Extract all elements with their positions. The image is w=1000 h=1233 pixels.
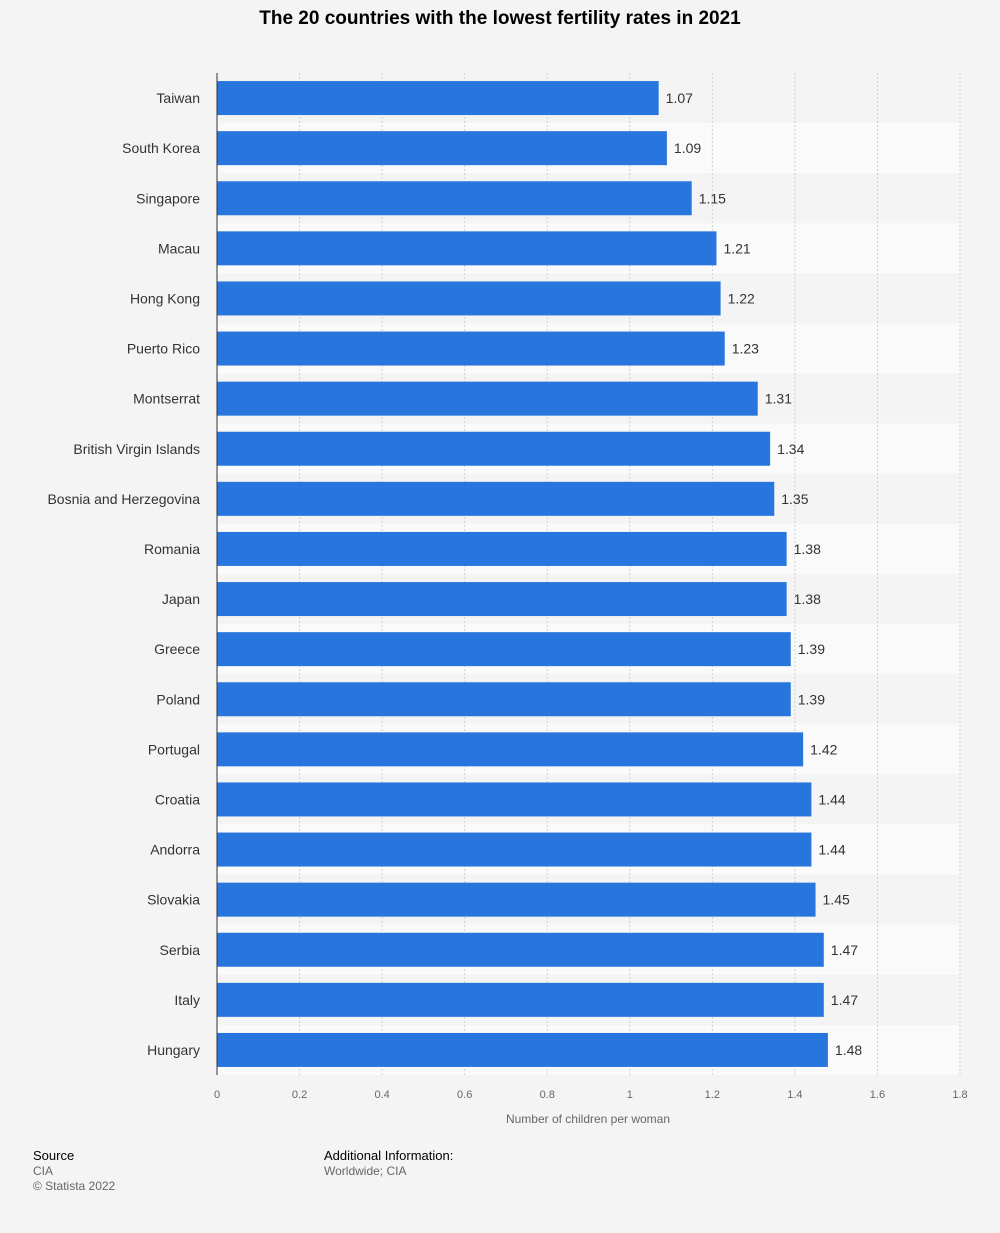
value-labels: 1.07 1.09 1.15 1.21 1.22 1.23 1.31 1.34 1.35 1.38…: [666, 90, 863, 1058]
category-label: Italy: [174, 992, 200, 1008]
category-label: Singapore: [136, 190, 200, 206]
bar: [217, 531, 787, 566]
bar: [217, 882, 816, 917]
chart-title: The 20 countries with the lowest fertili…: [259, 8, 741, 29]
bar: [217, 1032, 828, 1067]
value-label: 1.39: [798, 691, 825, 707]
bar: [217, 181, 692, 216]
category-label: Japan: [162, 591, 200, 607]
value-label: 1.07: [666, 90, 693, 106]
x-tick-label: 1.4: [787, 1089, 802, 1101]
bar: [217, 582, 787, 617]
category-label: Montserrat: [133, 391, 200, 407]
value-label: 1.44: [818, 842, 845, 858]
category-label: Macau: [158, 240, 200, 256]
category-labels: Taiwan South Korea Singapore Macau Hong Kong…: [47, 90, 200, 1058]
copyright: © Statista 2022: [33, 1179, 116, 1193]
bar: [217, 632, 791, 667]
value-label: 1.38: [794, 591, 821, 607]
value-label: 1.38: [794, 541, 821, 557]
additional-info-text: Worldwide; CIA: [324, 1164, 407, 1178]
bar: [217, 281, 721, 316]
bars: [217, 81, 828, 1067]
additional-info-block: Additional Information: Worldwide; CIA: [324, 1148, 453, 1178]
x-tick-label: 1: [627, 1089, 633, 1101]
category-label: Portugal: [148, 741, 200, 757]
value-label: 1.39: [798, 641, 825, 657]
bar: [217, 131, 667, 166]
category-label: Serbia: [160, 942, 201, 958]
bar: [217, 231, 717, 266]
source-name[interactable]: CIA: [33, 1164, 54, 1178]
x-tick-label: 1.6: [870, 1089, 885, 1101]
bar: [217, 381, 758, 416]
row-bands: [217, 73, 960, 1075]
value-label: 1.48: [835, 1042, 862, 1058]
value-label: 1.35: [781, 491, 808, 507]
bar-chart: Taiwan South Korea Singapore Macau Hong Kong…: [47, 73, 968, 1126]
x-tick-labels: 0 0.2 0.4 0.6 0.8 1 1.2 1.4 1.6 1.8: [214, 1089, 968, 1101]
value-label: 1.09: [674, 140, 701, 156]
category-label: British Virgin Islands: [73, 441, 200, 457]
category-label: Bosnia and Herzegovina: [47, 491, 200, 507]
category-label: Greece: [154, 641, 200, 657]
x-tick-label: 0.2: [292, 1089, 307, 1101]
value-label: 1.31: [765, 391, 792, 407]
category-label: South Korea: [122, 140, 200, 156]
value-label: 1.34: [777, 441, 804, 457]
value-label: 1.42: [810, 741, 837, 757]
value-label: 1.47: [831, 992, 858, 1008]
x-tick-label: 0.4: [374, 1089, 389, 1101]
value-label: 1.45: [823, 892, 850, 908]
bar: [217, 932, 824, 967]
category-label: Poland: [156, 691, 200, 707]
bar: [217, 331, 725, 366]
category-label: Croatia: [155, 791, 200, 807]
bar: [217, 682, 791, 717]
bar: [217, 81, 659, 116]
x-tick-label: 0: [214, 1089, 220, 1101]
value-label: 1.47: [831, 942, 858, 958]
value-label: 1.21: [723, 240, 750, 256]
x-tick-label: 0.8: [540, 1089, 555, 1101]
additional-info-heading: Additional Information:: [324, 1148, 454, 1163]
gridlines: [299, 73, 961, 1075]
category-label: Hong Kong: [130, 290, 200, 306]
category-label: Andorra: [150, 842, 200, 858]
bar: [217, 481, 775, 516]
bar: [217, 982, 824, 1017]
category-label: Hungary: [147, 1042, 200, 1058]
category-label: Slovakia: [147, 892, 200, 908]
bar: [217, 782, 812, 817]
source-heading: Source: [33, 1148, 75, 1163]
x-tick-label: 0.6: [457, 1089, 472, 1101]
bar: [217, 431, 771, 466]
x-tick-label: 1.8: [952, 1089, 967, 1101]
value-label: 1.22: [728, 290, 755, 306]
value-label: 1.23: [732, 341, 759, 357]
value-label: 1.44: [818, 791, 845, 807]
category-label: Taiwan: [156, 90, 200, 106]
value-label: 1.15: [699, 190, 726, 206]
source-block: Source CIA © Statista 2022: [33, 1148, 115, 1193]
category-label: Puerto Rico: [127, 341, 200, 357]
bar: [217, 732, 804, 767]
x-tick-label: 1.2: [705, 1089, 720, 1101]
bar: [217, 832, 812, 867]
category-label: Romania: [144, 541, 200, 557]
x-axis-label: Number of children per woman: [506, 1112, 670, 1126]
